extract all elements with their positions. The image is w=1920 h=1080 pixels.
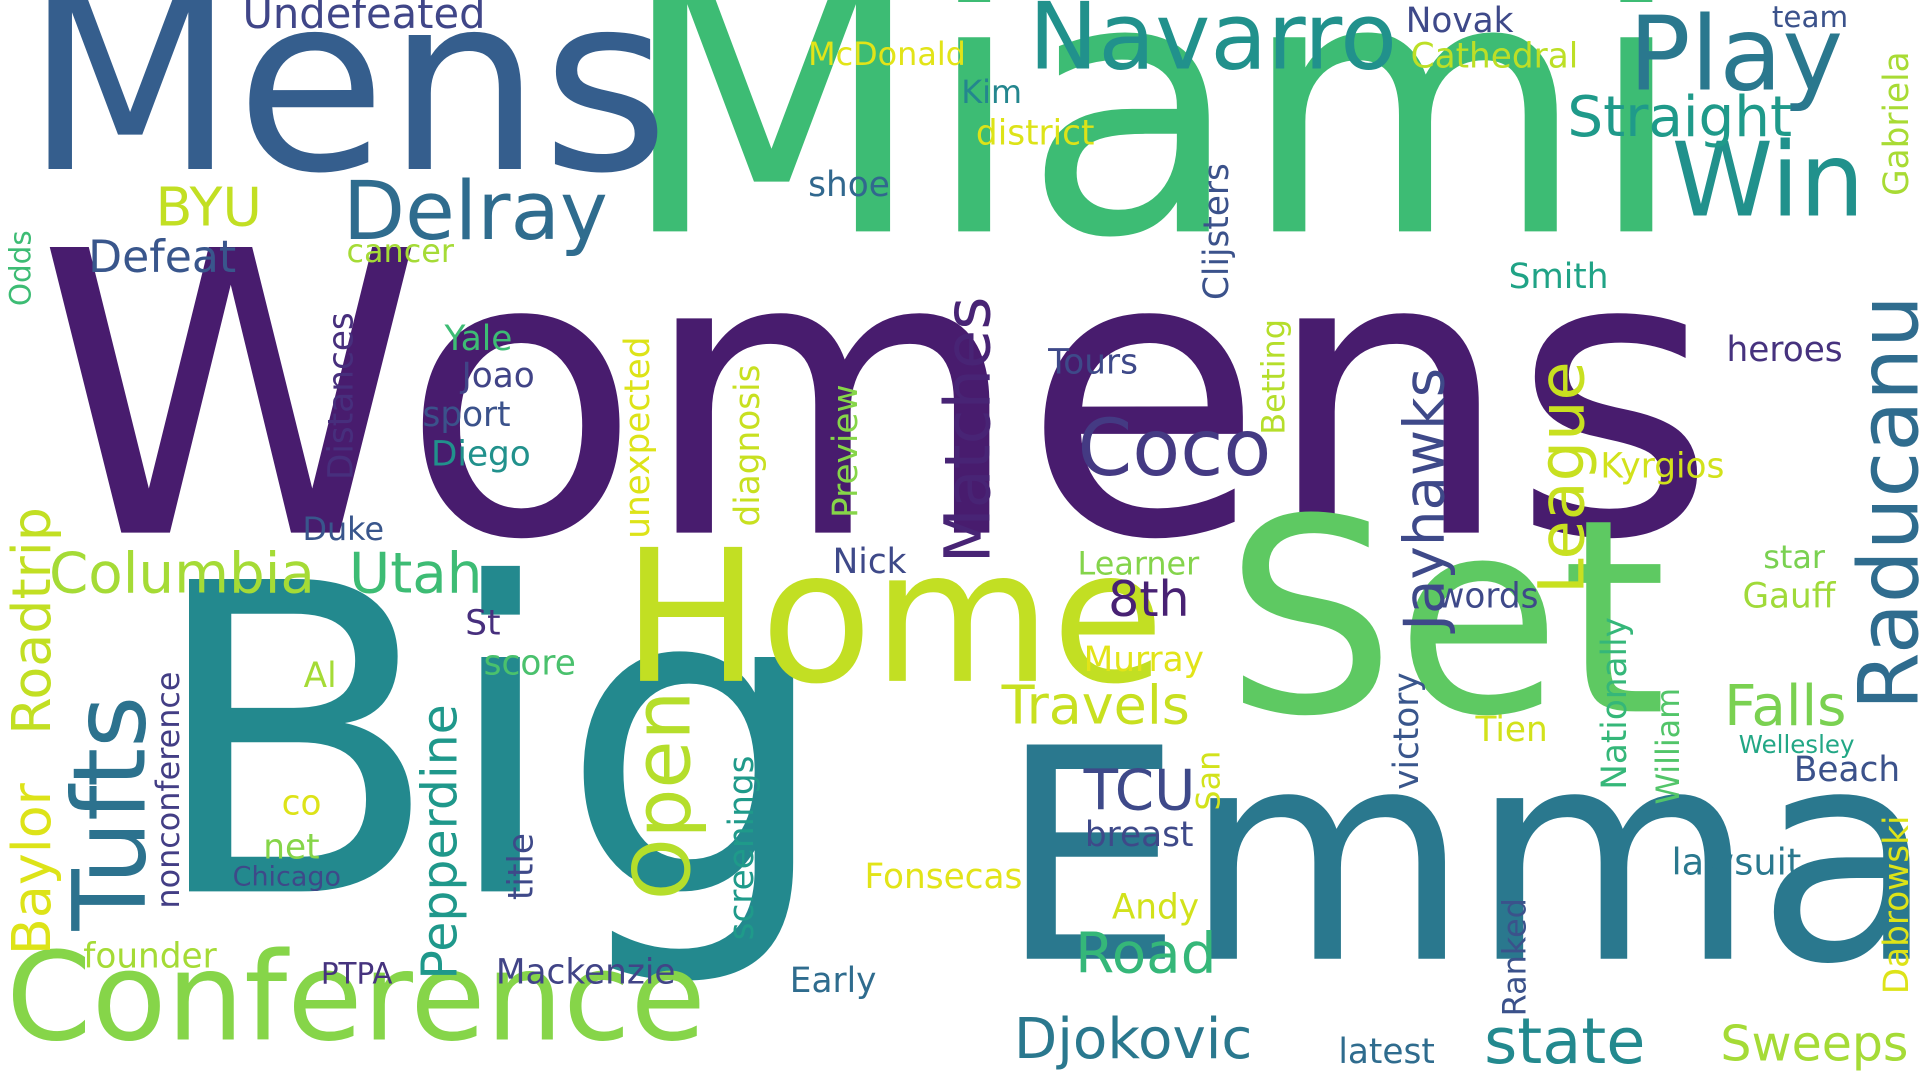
word-team: team (1771, 0, 1849, 35)
word-andy: Andy (1111, 886, 1200, 927)
word-utah: Utah (348, 540, 483, 607)
word-kim: Kim (961, 74, 1022, 112)
word-district: district (975, 112, 1095, 154)
word-play: Play (1628, 0, 1844, 114)
word-sport: sport (422, 394, 511, 435)
word-distances: Distances (320, 312, 362, 481)
word-mcdonald: McDonald (808, 36, 966, 74)
word-fonsecas: Fonsecas (864, 855, 1023, 897)
word-emma: Emma (997, 685, 1920, 1029)
word-tufts: Tufts (52, 695, 169, 931)
word-sweeps: Sweeps (1720, 1016, 1909, 1073)
word-words: words (1436, 575, 1539, 616)
word-delray: Delray (342, 164, 608, 259)
word-miami: Miami (618, 0, 1686, 316)
word-heroes: heroes (1726, 329, 1843, 370)
word-baylor: Baylor (1, 783, 64, 956)
word-net: net (263, 826, 320, 867)
word-founder: founder (83, 935, 217, 976)
word-conference: Conference (6, 925, 706, 1069)
word-chicago: Chicago (232, 862, 341, 893)
word-undefeated: Undefeated (242, 0, 486, 40)
word-lawsuit: lawsuit (1671, 841, 1802, 885)
word-straight: Straight (1567, 83, 1793, 150)
word-navarro: Navarro (1028, 0, 1398, 91)
word-eighth: 8th (1108, 571, 1190, 629)
word-columbia: Columbia (48, 540, 315, 607)
word-byu: BYU (155, 176, 262, 239)
word-state: state (1484, 1005, 1646, 1079)
word-novak: Novak (1405, 0, 1514, 41)
word-star: star (1763, 540, 1825, 577)
word-roadtrip: Roadtrip (1, 507, 64, 735)
word-preview: Preview (825, 384, 866, 518)
word-early: Early (789, 960, 877, 1001)
word-ranked: Ranked (1497, 898, 1535, 1017)
word-betting: Betting (1256, 319, 1294, 435)
word-defeat: Defeat (88, 232, 237, 283)
word-latest: latest (1338, 1031, 1435, 1072)
word-league: League (1525, 361, 1600, 594)
word-co: co (281, 782, 322, 823)
word-learner: Learner (1077, 546, 1200, 583)
word-score: score (483, 642, 576, 684)
word-clijsters: Clijsters (1196, 163, 1237, 301)
word-kyrgios: Kyrgios (1600, 445, 1725, 487)
word-ptpa: PTPA (320, 956, 393, 991)
word-unexpected: unexpected (617, 336, 658, 539)
word-set: Set (1224, 461, 1667, 776)
word-mackenzie: Mackenzie (495, 951, 676, 992)
word-road: Road (1075, 919, 1217, 986)
word-gauff: Gauff (1742, 575, 1836, 616)
word-st: St (465, 602, 501, 643)
word-dabrowski: Dabrowski (1875, 815, 1917, 995)
word-william: William (1650, 687, 1688, 805)
word-diego: Diego (431, 433, 531, 474)
word-beach: Beach (1793, 749, 1901, 790)
word-nationally: Nationally (1594, 617, 1635, 790)
word-open: Open (618, 690, 709, 901)
word-travels: Travels (1001, 674, 1190, 738)
word-tcu: TCU (1083, 756, 1196, 823)
word-nonconference: nonconference (150, 671, 188, 909)
word-screenings: screenings (721, 755, 762, 941)
word-win: Win (1671, 120, 1865, 241)
word-duke: Duke (302, 511, 385, 549)
word-mens: Mens (24, 0, 670, 228)
word-wellesley: Wellesley (1738, 729, 1855, 760)
word-raducanu: Raducanu (1841, 295, 1920, 711)
word-diagnosis: diagnosis (727, 364, 768, 527)
word-san: San (1191, 750, 1229, 811)
word-tours: Tours (1048, 341, 1138, 383)
word-gabriela: Gabriela (1875, 51, 1917, 196)
word-yale: Yale (444, 318, 513, 359)
word-womens: Womens (36, 170, 1717, 626)
word-title: title (500, 832, 542, 901)
word-djokovic: Djokovic (1013, 1005, 1253, 1072)
word-coco: Coco (1077, 404, 1272, 495)
word-odds: Odds (3, 230, 38, 307)
word-breast: breast (1084, 814, 1194, 855)
word-murray: Murray (1083, 639, 1204, 680)
word-cancer: cancer (346, 233, 454, 271)
word-joao: Joao (461, 355, 535, 396)
word-falls: Falls (1724, 672, 1847, 739)
word-cathedral: Cathedral (1410, 35, 1579, 76)
word-victory: victory (1386, 672, 1427, 790)
word-al: Al (303, 655, 337, 696)
word-nick: Nick (832, 541, 907, 582)
word-shoe: shoe (808, 164, 890, 205)
word-home: Home (622, 511, 1165, 725)
word-smith: Smith (1508, 255, 1609, 297)
word-big: Big (146, 493, 833, 994)
word-pepperdine: Pepperdine (412, 704, 469, 980)
word-tien: Tien (1475, 708, 1548, 750)
word-matches: Matches (931, 296, 1006, 564)
